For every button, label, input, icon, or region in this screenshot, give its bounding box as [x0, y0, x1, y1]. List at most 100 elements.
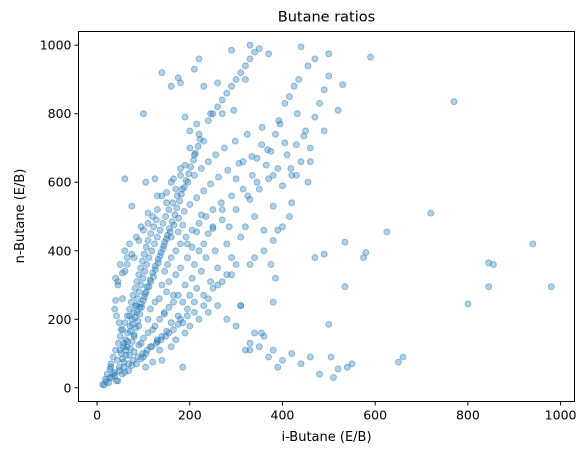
data-point	[177, 171, 184, 179]
data-point	[190, 261, 198, 268]
data-point	[160, 310, 168, 318]
data-point	[157, 336, 165, 344]
data-point	[274, 363, 282, 371]
data-point	[142, 178, 150, 186]
data-point	[190, 298, 198, 306]
data-point	[218, 206, 226, 214]
data-point	[311, 254, 319, 262]
data-point	[153, 206, 161, 214]
data-point	[146, 305, 154, 313]
data-point	[274, 165, 282, 172]
data-point	[267, 147, 275, 155]
data-point	[196, 135, 204, 143]
data-point	[302, 127, 310, 135]
data-point	[288, 350, 296, 357]
data-point	[248, 171, 256, 179]
data-point	[215, 173, 222, 181]
data-point	[218, 278, 226, 286]
y-tick-label: 400	[48, 243, 72, 258]
data-point	[182, 233, 190, 241]
data-point	[174, 320, 182, 328]
data-point	[144, 219, 152, 227]
data-point	[126, 327, 134, 335]
data-point	[269, 171, 277, 179]
data-point	[112, 346, 119, 354]
data-point	[183, 254, 191, 262]
data-point	[139, 226, 147, 234]
data-point	[111, 305, 119, 313]
data-point	[265, 353, 273, 361]
data-point	[269, 202, 277, 210]
y-axis-label: n-Butane (E/B)	[13, 169, 28, 264]
data-point	[334, 365, 342, 373]
data-point	[200, 137, 208, 145]
data-point	[258, 141, 266, 149]
x-tick-label: 1000	[545, 408, 577, 423]
data-point	[141, 267, 149, 275]
data-point	[186, 322, 194, 330]
data-point	[241, 76, 249, 83]
data-point	[200, 82, 208, 90]
data-point	[161, 238, 169, 246]
data-point	[112, 296, 119, 304]
data-point	[114, 377, 122, 385]
data-point	[183, 240, 191, 248]
data-point	[182, 177, 190, 184]
data-point	[158, 69, 166, 76]
data-point	[181, 281, 189, 289]
data-point	[279, 182, 286, 190]
data-point	[186, 144, 194, 152]
data-point	[138, 300, 145, 308]
data-point	[212, 151, 220, 159]
data-point	[130, 348, 138, 356]
data-point	[228, 271, 235, 279]
data-point	[106, 374, 114, 381]
data-point	[258, 124, 266, 131]
data-point	[341, 283, 349, 291]
data-point	[265, 50, 273, 58]
data-point	[204, 230, 212, 238]
data-point	[306, 353, 314, 361]
data-point	[193, 228, 201, 236]
data-point	[112, 274, 119, 282]
data-point	[117, 326, 125, 334]
data-point	[262, 161, 270, 169]
data-point	[190, 65, 198, 73]
data-point	[121, 247, 129, 255]
chart-title: Butane ratios	[278, 10, 375, 26]
data-point	[306, 144, 314, 152]
data-point	[224, 166, 232, 174]
data-point	[115, 339, 122, 347]
data-point	[283, 151, 291, 159]
data-point	[165, 303, 173, 311]
data-point	[320, 86, 328, 94]
x-tick-label: 600	[363, 408, 387, 423]
data-point	[128, 250, 136, 258]
data-point	[123, 261, 131, 268]
data-point	[125, 360, 133, 368]
data-point	[285, 93, 293, 100]
data-point	[204, 295, 212, 303]
data-point	[197, 165, 205, 172]
data-point	[191, 149, 199, 157]
data-point	[293, 110, 301, 118]
data-point	[304, 178, 312, 186]
data-point	[148, 343, 156, 351]
data-point	[269, 237, 277, 244]
data-point	[239, 158, 247, 166]
data-point	[145, 254, 153, 262]
data-point	[128, 315, 136, 323]
data-point	[195, 55, 203, 63]
data-point	[267, 261, 275, 268]
data-point	[255, 185, 263, 193]
data-point	[399, 353, 407, 361]
data-point	[149, 213, 157, 220]
data-point	[188, 274, 196, 282]
data-point	[297, 43, 305, 51]
data-point	[316, 370, 323, 378]
data-point	[170, 291, 177, 299]
data-point	[292, 141, 300, 149]
data-point	[136, 303, 144, 311]
data-point	[225, 223, 233, 231]
data-point	[260, 247, 268, 255]
